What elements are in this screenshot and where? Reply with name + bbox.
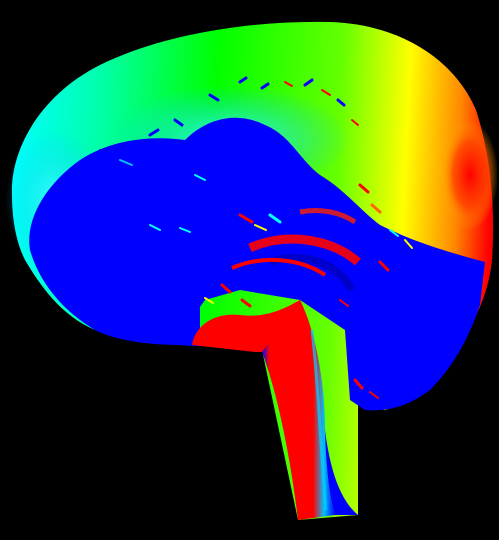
thalamic-red-arc <box>231 258 327 277</box>
brainstem-blue-edge <box>325 430 358 515</box>
inner-blue-lower <box>90 290 200 346</box>
frontal-red-region <box>442 120 498 230</box>
brainstem <box>262 300 335 520</box>
noise-streaks <box>84 76 413 399</box>
brainstem-cyan-stripe <box>310 329 328 511</box>
thalamic-red-band-2 <box>299 207 357 225</box>
thalamic-red-band <box>248 234 361 266</box>
